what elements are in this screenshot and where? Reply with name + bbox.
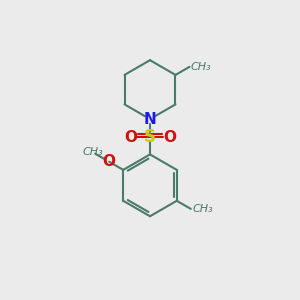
Text: CH₃: CH₃ bbox=[192, 204, 213, 214]
Text: S: S bbox=[144, 128, 156, 146]
Text: O: O bbox=[124, 130, 137, 145]
Text: O: O bbox=[163, 130, 176, 145]
Text: N: N bbox=[144, 112, 156, 127]
Text: O: O bbox=[103, 154, 116, 169]
Text: CH₃: CH₃ bbox=[82, 147, 103, 157]
Text: CH₃: CH₃ bbox=[191, 62, 211, 72]
